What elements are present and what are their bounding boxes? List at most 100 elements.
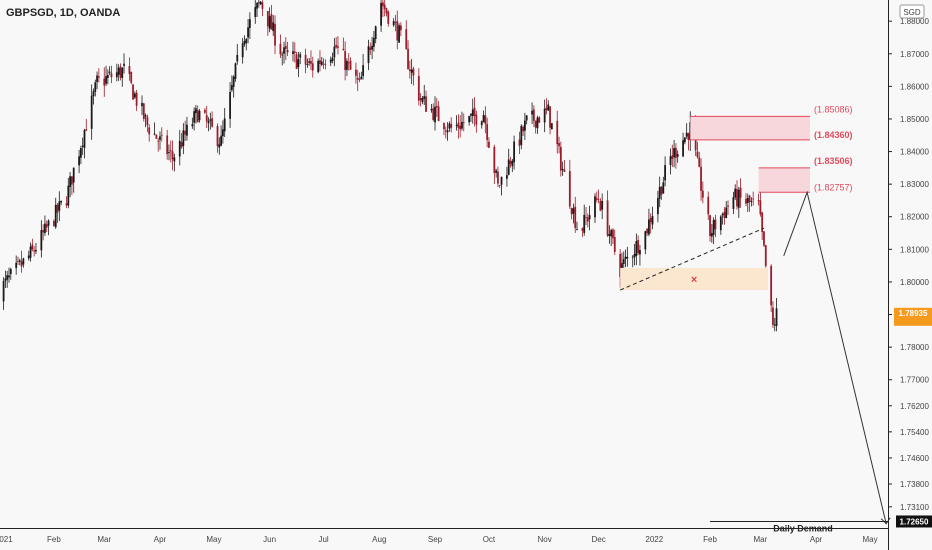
- candle: [218, 137, 221, 155]
- candle: [157, 138, 160, 152]
- candle: [473, 97, 476, 127]
- candle: [65, 196, 68, 209]
- candle: [538, 116, 541, 123]
- candle-body: [635, 241, 638, 256]
- candle: [486, 117, 489, 148]
- candle-body: [299, 54, 302, 58]
- candle: [639, 244, 641, 266]
- candle-body: [543, 108, 546, 123]
- current-price-label: 1.78935: [899, 309, 928, 318]
- candle-body: [556, 120, 559, 145]
- candle: [173, 153, 176, 172]
- daily-demand-badge-label: 1.72650: [900, 517, 929, 526]
- candle-body: [714, 219, 717, 230]
- candle: [712, 217, 715, 245]
- candle-body: [676, 154, 679, 157]
- candle: [772, 301, 774, 328]
- candle: [297, 52, 300, 78]
- candle-body: [448, 123, 451, 129]
- projection-path: [783, 190, 887, 524]
- candle-body: [33, 250, 36, 252]
- candle-body: [257, 2, 260, 4]
- candle-body: [764, 245, 767, 267]
- candle: [425, 90, 427, 112]
- candle: [671, 144, 674, 167]
- candle: [245, 37, 248, 51]
- candle-body: [444, 130, 447, 132]
- candle-body: [727, 205, 729, 207]
- candle: [186, 116, 188, 141]
- candle-body: [425, 96, 427, 112]
- candle: [685, 123, 688, 139]
- candle: [506, 166, 508, 187]
- candle: [646, 227, 649, 237]
- currency-button[interactable]: SGD: [899, 4, 925, 19]
- candle-body: [421, 97, 424, 103]
- candle: [674, 143, 677, 169]
- candle-body: [241, 43, 244, 58]
- candle-body: [455, 125, 458, 126]
- candle-body: [261, 2, 264, 9]
- candle-body: [67, 185, 70, 206]
- candle: [752, 191, 755, 206]
- candle: [398, 23, 400, 43]
- candle: [67, 177, 70, 209]
- candle: [83, 128, 86, 159]
- candle-body: [204, 109, 206, 113]
- candle: [121, 66, 124, 87]
- candle-body: [597, 199, 600, 200]
- candle: [448, 121, 451, 132]
- candle: [369, 42, 372, 55]
- candle-body: [333, 46, 336, 58]
- candle: [432, 103, 435, 122]
- candle: [594, 193, 596, 224]
- candle: [160, 127, 163, 142]
- candle-body: [186, 124, 188, 136]
- candle-body: [115, 72, 118, 78]
- candle: [81, 137, 84, 155]
- candle-body: [144, 115, 147, 117]
- candle-body: [331, 57, 334, 62]
- candle-body: [687, 133, 690, 141]
- candle-body: [349, 60, 352, 70]
- candle: [106, 69, 109, 85]
- candle-body: [660, 186, 663, 195]
- candle: [763, 231, 765, 247]
- candle: [247, 19, 249, 44]
- candle: [631, 255, 634, 268]
- candle: [257, 0, 260, 8]
- candle-body: [520, 125, 523, 145]
- candle-body: [570, 207, 573, 215]
- candle-body: [673, 148, 675, 158]
- candle: [547, 100, 550, 111]
- candle: [721, 212, 724, 225]
- candle-body: [283, 47, 285, 54]
- candle: [394, 15, 397, 32]
- candle: [435, 98, 438, 117]
- candle: [20, 250, 23, 273]
- candle: [734, 184, 737, 200]
- candle: [286, 41, 289, 57]
- candle: [256, 2, 258, 17]
- candle: [241, 38, 244, 64]
- candle: [204, 107, 206, 115]
- candle: [380, 0, 382, 32]
- candle-body: [259, 1, 262, 5]
- candle-body: [324, 63, 327, 65]
- candle: [399, 22, 402, 37]
- x-tick-label: 021: [0, 535, 13, 544]
- resistance-label-bottom: (1.84360): [814, 130, 853, 140]
- candle: [570, 207, 573, 220]
- support-zone-fill: [620, 267, 768, 291]
- candle: [148, 124, 151, 142]
- y-tick-label: 1.77000: [900, 376, 929, 385]
- candle: [430, 103, 433, 113]
- candle-body: [639, 250, 641, 255]
- candle-body: [408, 69, 411, 71]
- candle-body: [355, 69, 357, 76]
- candle-body: [180, 142, 183, 148]
- candle: [135, 89, 138, 111]
- candle-body: [588, 215, 591, 220]
- daily-demand-badge: [896, 515, 932, 528]
